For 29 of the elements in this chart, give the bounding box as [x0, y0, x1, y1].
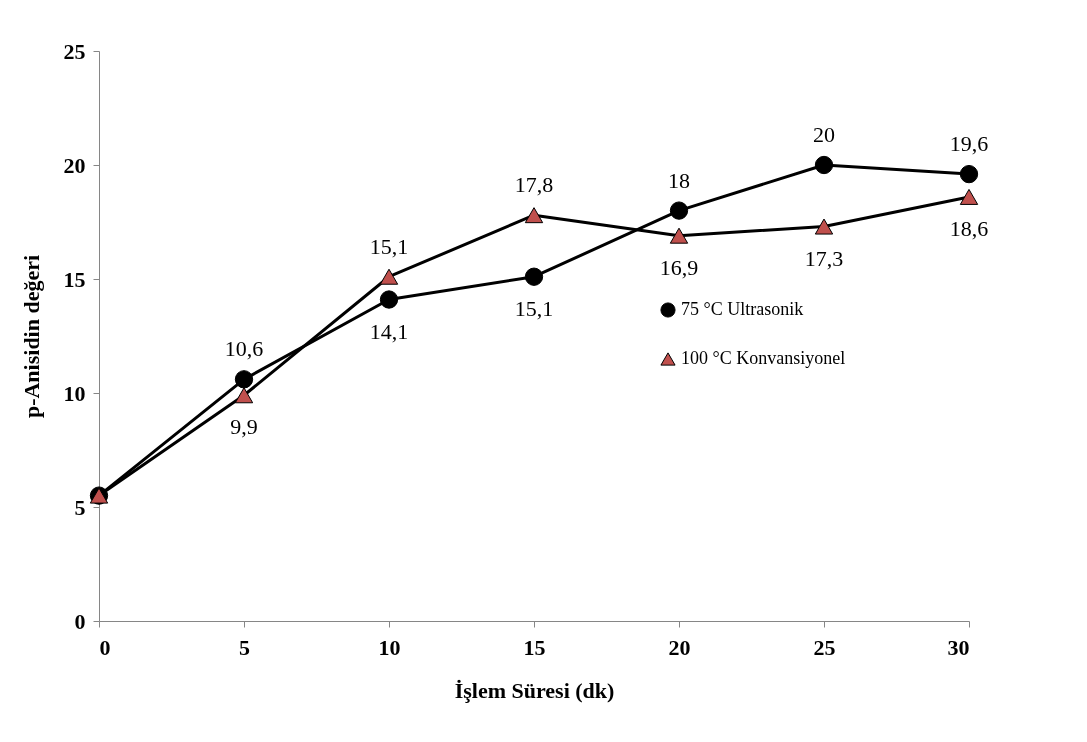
data-label: 18,6 [949, 215, 989, 241]
y-tick-label: 15 [63, 266, 86, 292]
y-tick-label: 20 [63, 152, 86, 178]
legend-label: 100 °C Konvansiyonel [681, 348, 846, 368]
legend-label: 75 °C Ultrasonik [681, 299, 804, 319]
x-tick-label: 5 [239, 634, 250, 660]
y-tick-label: 10 [63, 380, 86, 406]
data-label: 18 [668, 167, 690, 193]
y-axis-title: p-Anisidin değeri [18, 254, 44, 419]
data-label: 15,1 [369, 233, 409, 259]
x-tick-label: 30 [947, 634, 970, 660]
y-tick-label: 0 [74, 608, 86, 634]
data-label: 16,9 [659, 254, 699, 280]
x-tick-label: 15 [523, 634, 546, 660]
data-label: 20 [813, 122, 835, 147]
data-label: 17,8 [514, 172, 554, 198]
x-tick-label: 20 [668, 634, 691, 660]
data-label: 9,9 [230, 414, 258, 440]
x-axis-title: İşlem Süresi (dk) [454, 677, 615, 703]
data-label: 10,6 [224, 336, 264, 362]
x-tick-label: 10 [378, 634, 401, 660]
y-tick-label: 5 [74, 494, 86, 520]
x-tick-label: 0 [99, 634, 111, 660]
data-label: 15,1 [514, 295, 554, 321]
y-tick-label: 25 [63, 38, 86, 64]
data-label: 17,3 [804, 245, 844, 271]
data-label: 19,6 [949, 131, 989, 157]
data-label: 14,1 [369, 318, 409, 344]
x-tick-label: 25 [813, 634, 836, 660]
